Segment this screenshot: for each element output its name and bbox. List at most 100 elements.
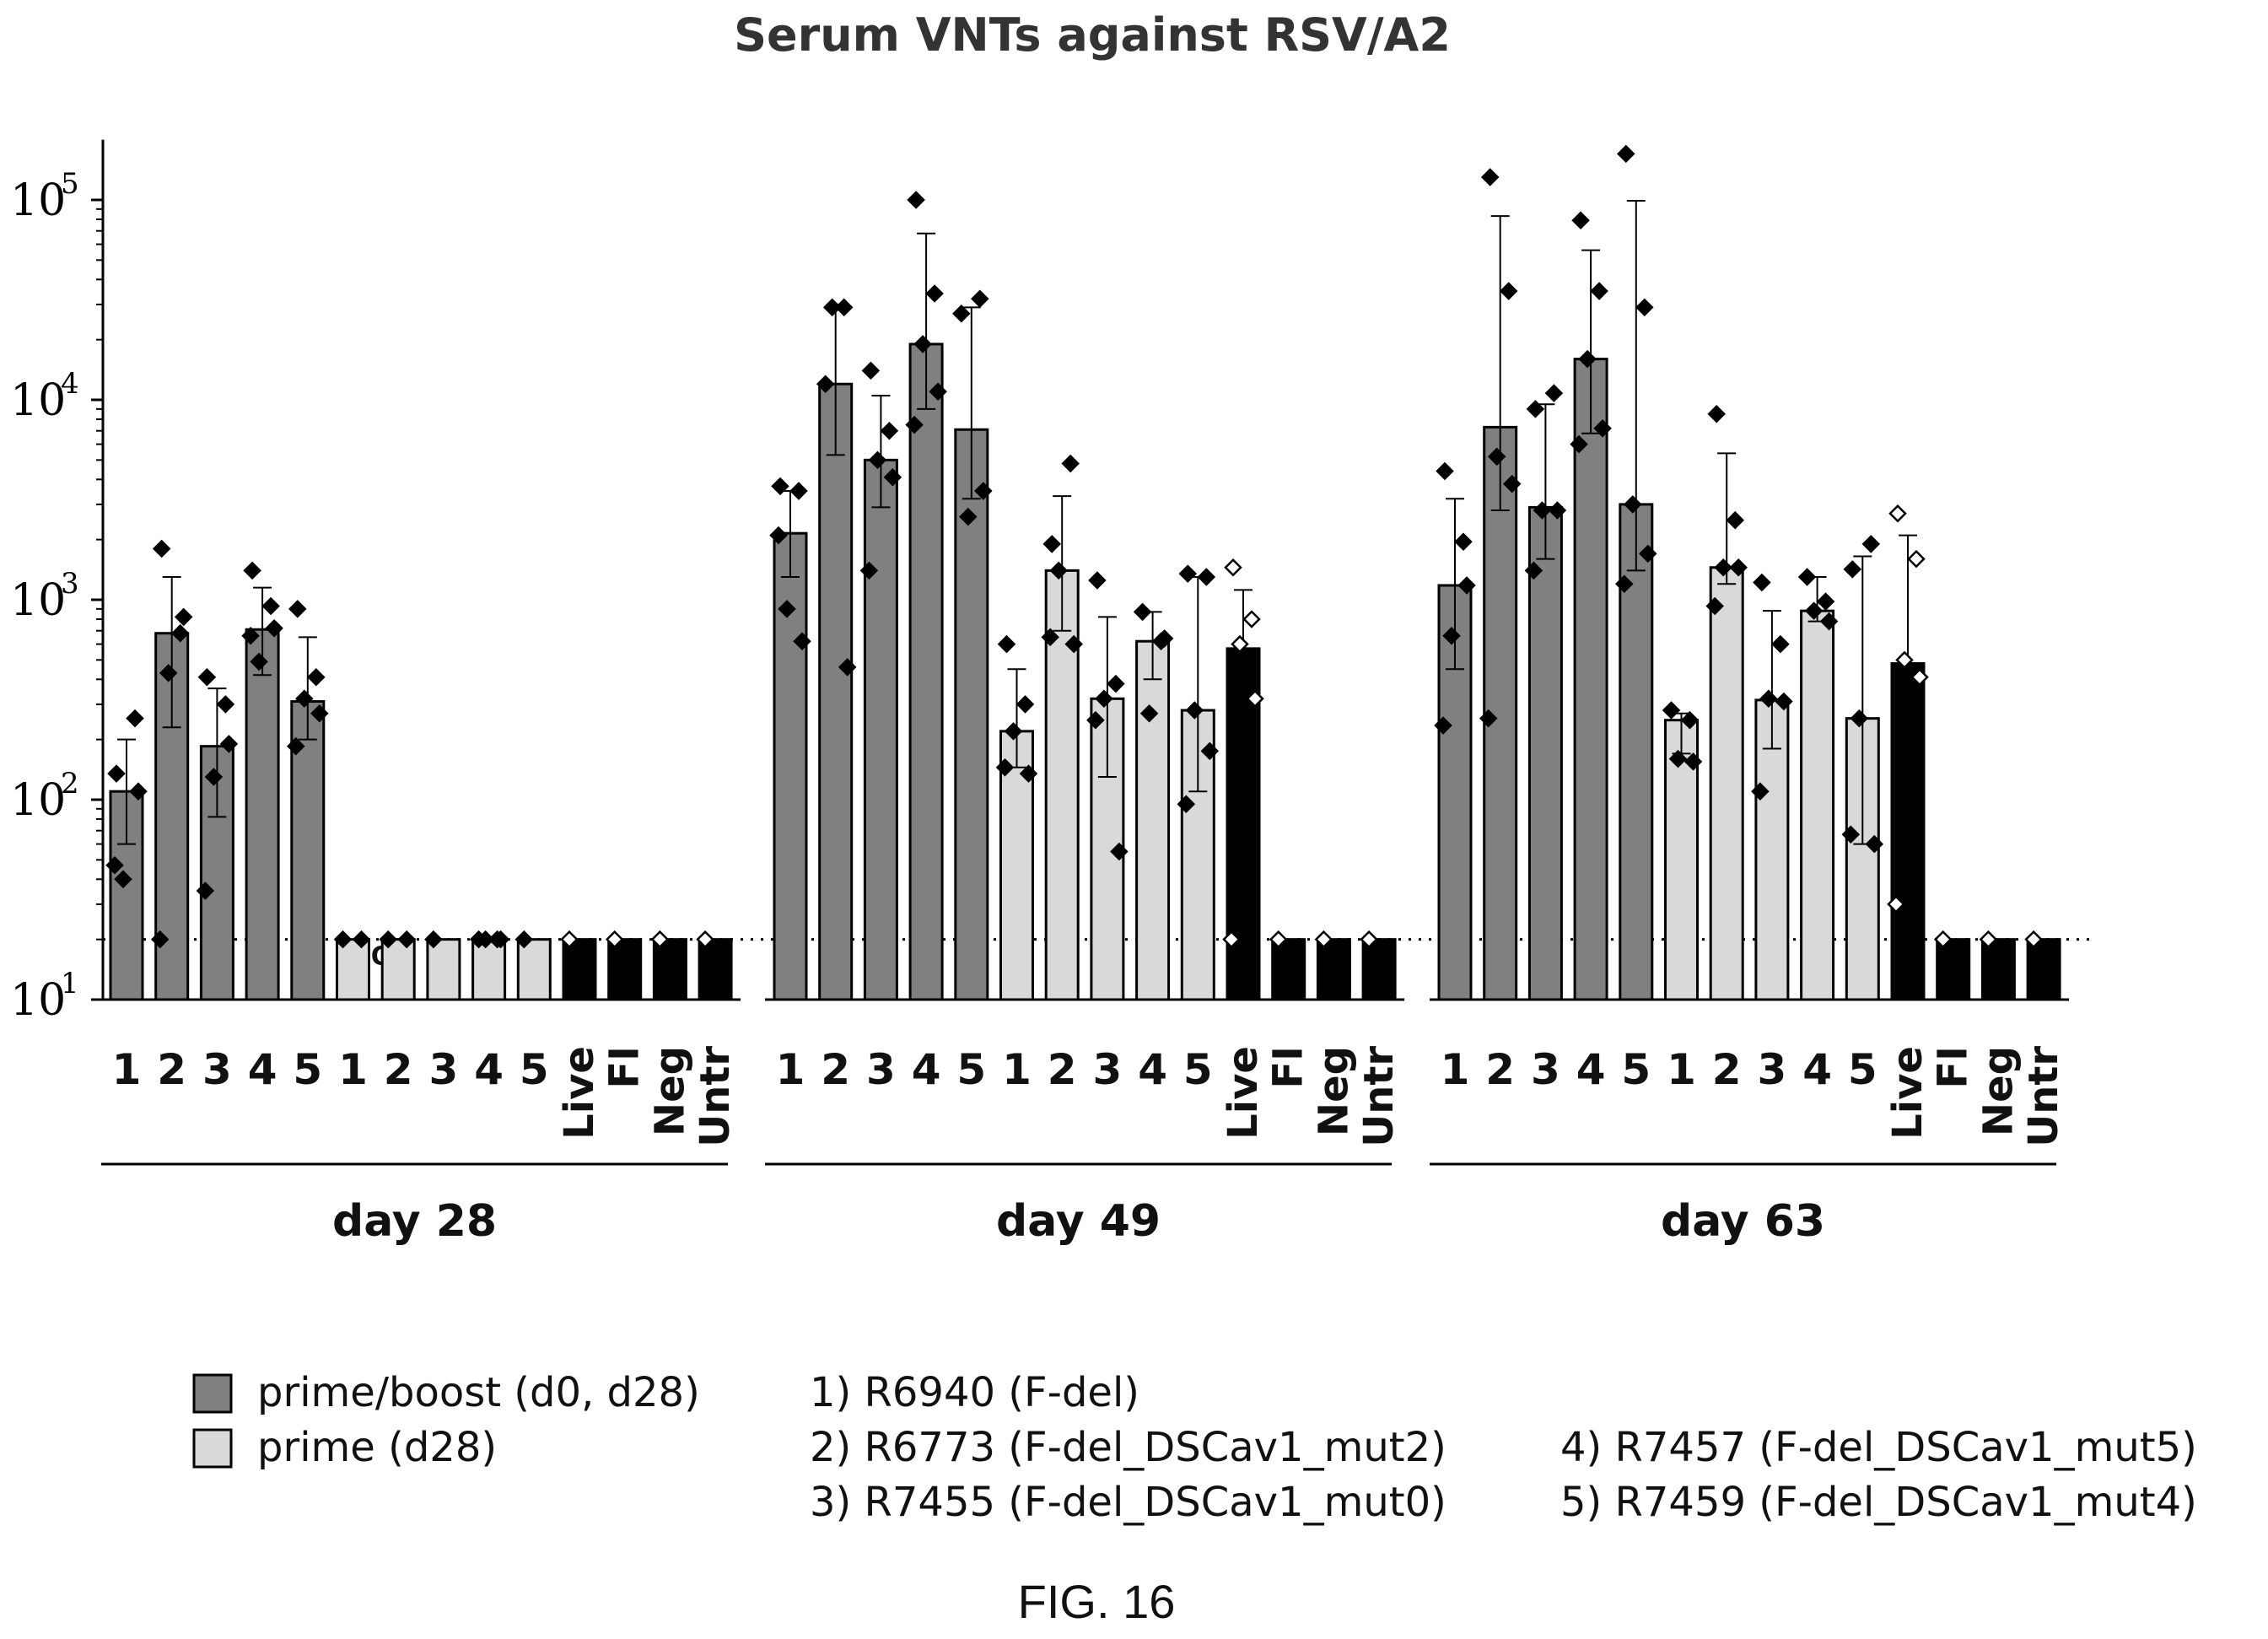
data-point	[1197, 568, 1216, 586]
legend-label-prime: prime (d28)	[257, 1424, 497, 1471]
data-point	[1571, 211, 1590, 230]
data-point	[1454, 532, 1473, 552]
data-point	[1662, 701, 1681, 720]
data-point	[1178, 564, 1198, 583]
data-point	[295, 689, 314, 709]
x-tick-label: 5	[520, 1045, 549, 1094]
data-point	[287, 736, 305, 756]
chart-title: Serum VNTs against RSV/A2	[734, 8, 1451, 62]
y-tick-label: 10	[10, 575, 66, 626]
data-point	[1570, 434, 1588, 454]
x-tick-label: 4	[1138, 1045, 1167, 1094]
x-tick-label: 2	[1712, 1045, 1742, 1094]
data-point	[1759, 689, 1778, 709]
data-point	[1680, 710, 1700, 730]
y-tick-exponent: 1	[61, 967, 79, 1000]
data-point	[150, 930, 170, 949]
data-point	[1578, 349, 1597, 369]
data-point	[288, 600, 307, 618]
data-point	[1139, 704, 1159, 723]
data-point	[1457, 576, 1476, 595]
data-point-open	[1910, 668, 1929, 687]
bar	[2026, 938, 2061, 1001]
y-tick-label: 10	[10, 975, 66, 1026]
y-tick-exponent: 3	[61, 567, 79, 601]
data-point	[196, 882, 215, 900]
data-point	[204, 768, 224, 786]
x-tick-label: Live	[1220, 1046, 1267, 1140]
data-point-open	[1933, 930, 1953, 949]
construct-2: 2) R6773 (F-del_DSCav1_mut2)	[810, 1424, 1446, 1471]
data-point	[152, 539, 171, 558]
bar	[1271, 938, 1306, 1001]
data-point	[352, 930, 371, 949]
bar	[1754, 698, 1790, 1001]
bar	[562, 938, 597, 1001]
data-point-open	[1979, 930, 1998, 949]
data-point	[1041, 628, 1059, 647]
data-point	[1544, 384, 1564, 402]
data-point	[816, 375, 835, 394]
x-tick-label: 1	[776, 1045, 805, 1094]
data-point-open	[696, 930, 714, 949]
x-tick-label: 5	[1183, 1045, 1213, 1094]
data-point	[838, 658, 857, 677]
legend-swatch-prime	[192, 1428, 233, 1469]
x-tick-label: 4	[1576, 1045, 1606, 1094]
x-tick-label: Live	[556, 1046, 603, 1140]
data-point	[1061, 454, 1080, 473]
data-point	[1683, 752, 1703, 771]
data-point	[1524, 561, 1543, 580]
data-point	[197, 668, 217, 687]
data-point	[995, 757, 1015, 777]
data-point	[1019, 764, 1038, 783]
group-label: day 63	[1661, 1196, 1825, 1247]
data-point	[1434, 716, 1452, 735]
data-point	[216, 695, 235, 714]
x-tick-label: Untr	[692, 1046, 739, 1147]
data-point	[1639, 544, 1657, 563]
x-tick-label: 4	[474, 1045, 504, 1094]
data-point	[1479, 709, 1498, 728]
data-point	[905, 415, 924, 434]
data-point	[1155, 629, 1174, 648]
group-label: day 28	[332, 1196, 497, 1247]
data-point	[307, 668, 326, 687]
data-point	[1177, 795, 1196, 814]
data-point-open	[1224, 558, 1242, 577]
data-point	[1436, 461, 1454, 481]
data-point	[250, 652, 268, 671]
plot-area: 101102103104105LoQ1234512345LiveFINegUnt…	[10, 139, 2090, 1247]
legend-label-prime-boost: prime/boost (d0, d28)	[257, 1369, 700, 1416]
data-point	[1200, 741, 1220, 761]
data-point	[1819, 612, 1839, 631]
construct-1: 1) R6940 (F-del)	[810, 1369, 1139, 1416]
x-tick-label: FI	[1930, 1046, 1977, 1089]
bar	[1135, 639, 1171, 1001]
data-point	[1064, 634, 1083, 654]
x-tick-label: 3	[1531, 1045, 1560, 1094]
data-point	[859, 561, 879, 580]
data-point	[1668, 749, 1688, 768]
x-tick-label: 5	[956, 1045, 986, 1094]
data-point	[1861, 535, 1881, 553]
x-tick-label: 2	[1048, 1045, 1077, 1094]
bar	[471, 938, 507, 1001]
data-point	[880, 421, 899, 440]
data-point-open	[1907, 549, 1926, 569]
x-tick-label: 4	[912, 1045, 941, 1094]
data-point	[771, 477, 789, 496]
data-point	[1593, 419, 1612, 438]
data-point	[397, 930, 416, 949]
data-point	[1480, 168, 1500, 186]
data-point	[1714, 558, 1732, 577]
y-tick-label: 10	[10, 375, 66, 426]
data-point	[241, 627, 260, 645]
data-point	[793, 632, 811, 650]
x-tick-label: 5	[1621, 1045, 1651, 1094]
data-point-open	[560, 930, 579, 949]
data-point	[1110, 842, 1129, 861]
x-tick-label: 1	[1441, 1045, 1470, 1094]
data-point	[1533, 501, 1552, 520]
data-point-open	[1246, 689, 1264, 709]
